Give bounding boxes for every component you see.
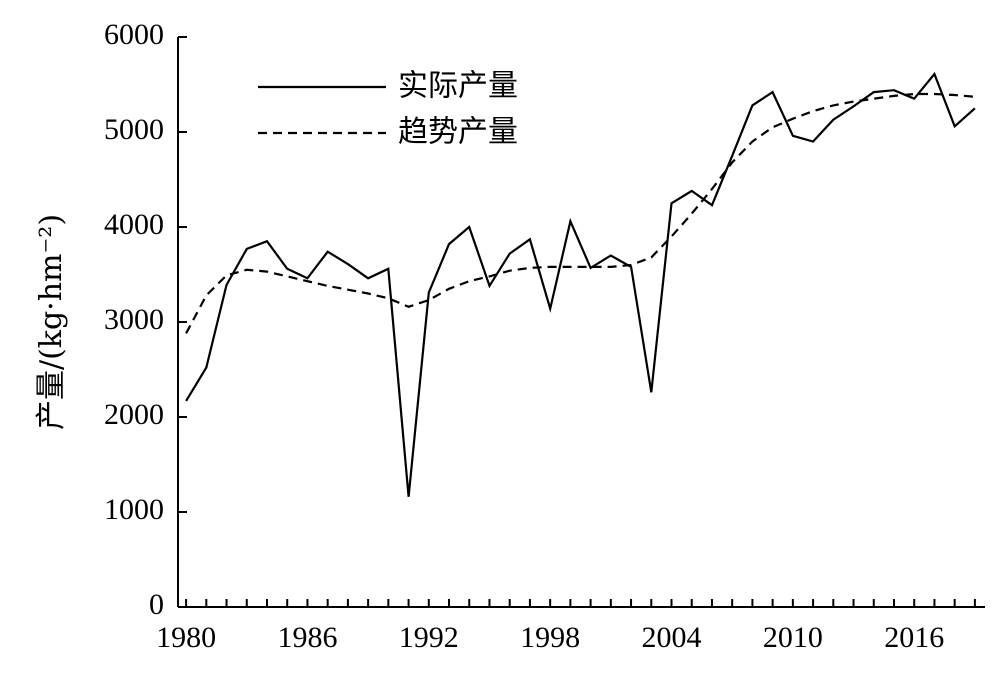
axes: 0 1000 2000 3000 4000 5000 6000 1980 1986 1992 199…: [104, 18, 985, 654]
x-tick-label: 1980: [156, 621, 216, 654]
series-line-actual: [185, 71, 976, 497]
y-tick-label: 0: [149, 588, 164, 621]
y-axis-title-text: 产量/(kg·hm⁻²): [34, 214, 69, 430]
x-tick-label: 2010: [763, 621, 823, 654]
x-tick-label: 1992: [399, 621, 459, 654]
y-tick-label: 3000: [104, 303, 164, 336]
x-tick-label: 2016: [884, 621, 944, 654]
x-tick-label: 1998: [520, 621, 580, 654]
series-line-trend: [185, 92, 975, 334]
legend-label: 实际产量: [398, 69, 518, 104]
x-tick-label: 1986: [277, 621, 337, 654]
y-tick-label: 2000: [104, 398, 164, 431]
series-layer: [185, 71, 976, 497]
legend-label: 趋势产量: [398, 115, 518, 150]
y-tick-label: 4000: [104, 208, 164, 241]
y-tick-label: 1000: [104, 493, 164, 526]
x-tick-label: 2004: [642, 621, 702, 654]
y-tick-label: 6000: [104, 18, 164, 51]
y-axis-title: 产量/(kg·hm⁻²): [34, 214, 69, 430]
y-tick-label: 5000: [104, 113, 164, 146]
